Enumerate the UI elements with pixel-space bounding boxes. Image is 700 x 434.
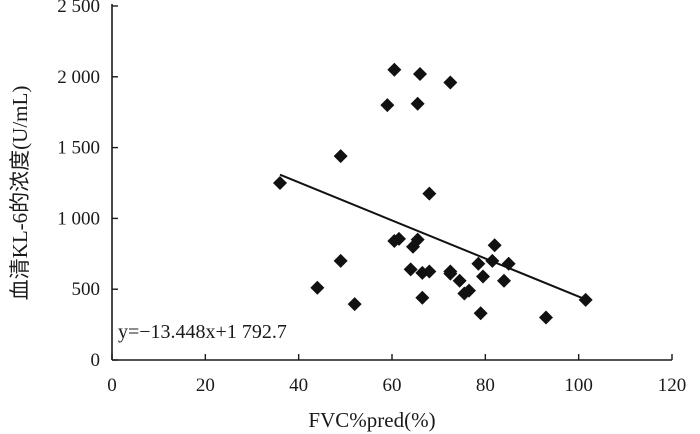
y-tick-label: 2 000 [57,67,100,88]
data-point [497,273,511,288]
data-point [413,66,427,81]
data-point [410,232,425,247]
data-point [462,283,476,298]
data-point [310,280,325,295]
trend-line [279,173,587,301]
data-point [578,292,593,307]
ticks: 0 500 1 000 1 500 2 000 2 500 0 20 40 60 80 100 120 [57,0,686,396]
data-point [415,290,430,305]
data-point [387,62,402,77]
y-tick-label: 0 [91,350,101,371]
data-point [487,238,502,253]
y-axis-title: 血清KL-6的浓度(U/mL) [8,86,32,301]
x-tick-label: 100 [564,375,593,396]
x-tick-label: 20 [196,375,215,396]
data-point [403,262,418,277]
data-point [333,253,348,268]
y-tick-label: 1 500 [57,138,100,159]
x-axis-title: FVC%pred(%) [308,408,435,432]
data-point [410,96,425,111]
x-tick-label: 60 [383,375,402,396]
data-point [422,186,437,201]
data-point [452,273,467,288]
data-point [476,269,490,284]
x-tick-label: 80 [476,375,495,396]
data-point [443,266,458,281]
data-point [347,297,362,312]
y-tick-label: 500 [72,279,101,300]
y-tick-label: 2 500 [57,0,100,17]
data-point [443,75,458,90]
data-point [392,231,406,246]
data-point [333,149,348,164]
data-point [380,98,395,113]
data-point [485,253,500,268]
data-point [501,256,516,271]
data-markers [273,62,593,325]
y-tick-label: 1 000 [57,208,100,229]
data-point [422,264,437,279]
data-point [273,176,287,190]
axes [111,4,672,361]
x-tick-label: 120 [658,375,687,396]
data-point [539,310,553,325]
x-tick-label: 0 [107,375,117,396]
data-point [471,256,486,271]
regression-equation: y=−13.448x+1 792.7 [118,321,287,343]
x-tick-label: 40 [289,375,308,396]
data-point [473,306,488,321]
